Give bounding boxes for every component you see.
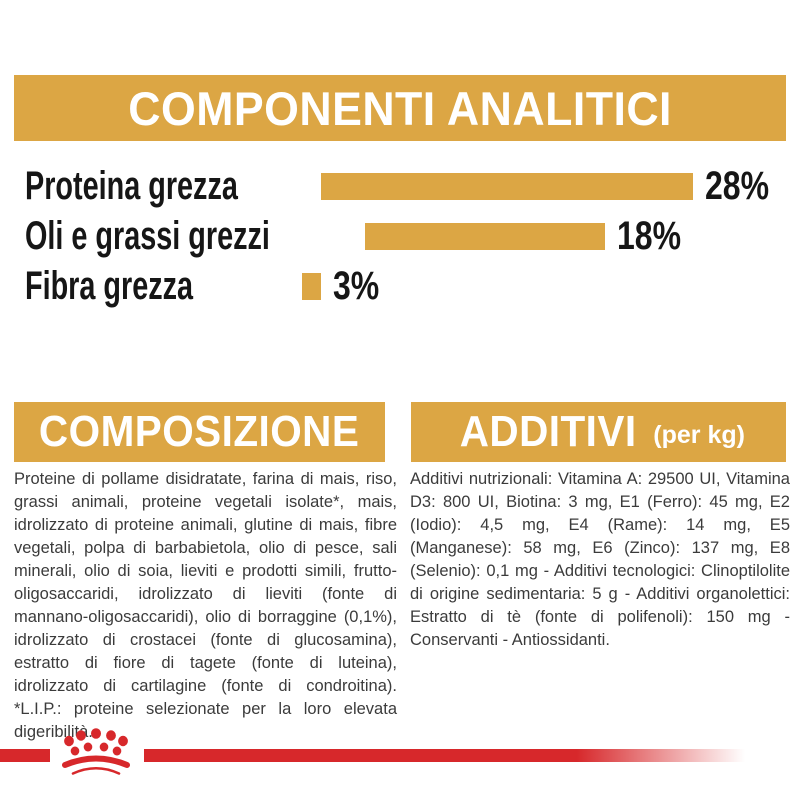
- additivi-title: ADDITIVI: [459, 407, 637, 456]
- composizione-title: COMPOSIZIONE: [39, 407, 360, 456]
- chart-label-oli-grassi: Oli e grassi grezzi: [25, 213, 270, 258]
- bar-proteina-grezza: [320, 172, 693, 200]
- additivi-body: Additivi nutrizionali: Vitamina A: 29500…: [410, 470, 790, 649]
- bar-fibra-grezza: [302, 272, 321, 300]
- royal-canin-crown-icon: [62, 728, 130, 775]
- chart-row-fibra-grezza: Fibra grezza 3%: [25, 261, 785, 311]
- chart-label-fibra-grezza: Fibra grezza: [25, 263, 194, 308]
- chart-row-oli-grassi: Oli e grassi grezzi 18%: [25, 211, 785, 261]
- brand-stripe-right: [144, 749, 745, 762]
- analytical-components-chart: Proteina grezza 28% Oli e grassi grezzi …: [25, 161, 785, 311]
- brand-stripe-left: [0, 749, 50, 762]
- additivi-title-suffix: (per kg): [653, 420, 745, 449]
- chart-value-fibra-grezza: 3%: [333, 263, 380, 308]
- chart-label-proteina-grezza: Proteina grezza: [25, 163, 238, 208]
- composizione-body: Proteine di pollame disidratate, farina …: [14, 470, 397, 741]
- componenti-analitici-banner: COMPONENTI ANALITICI: [14, 75, 786, 141]
- chart-value-proteina-grezza: 28%: [704, 163, 769, 208]
- page-title: COMPONENTI ANALITICI: [128, 81, 672, 135]
- composizione-banner: COMPOSIZIONE: [14, 402, 385, 462]
- bar-oli-grassi: [365, 222, 606, 250]
- chart-value-oli-grassi: 18%: [617, 213, 682, 258]
- additivi-banner: ADDITIVI (per kg): [411, 402, 786, 462]
- chart-row-proteina-grezza: Proteina grezza 28%: [25, 161, 785, 211]
